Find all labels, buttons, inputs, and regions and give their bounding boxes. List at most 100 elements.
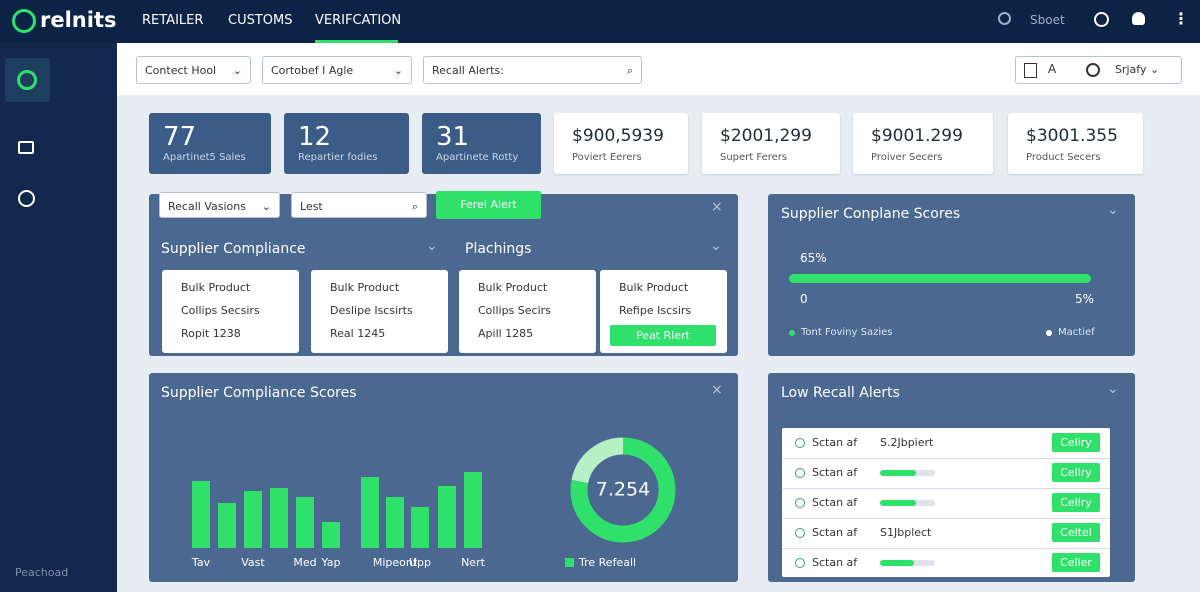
chevron[interactable]: ⌄ [1107, 381, 1119, 397]
progress-fill [880, 470, 916, 476]
legend-text: Tre Refeall [578, 556, 636, 569]
status-icon [795, 528, 805, 538]
bar [270, 488, 288, 548]
close-icon[interactable]: × [711, 382, 723, 398]
chevron[interactable]: ⌄ [426, 238, 438, 254]
progress-bar [789, 274, 1091, 283]
kpi-value: 31 [436, 122, 470, 152]
row-action[interactable]: Cellry [1052, 493, 1100, 512]
row-label: Sctan af [812, 496, 858, 509]
chart-panel: Tav Vast Med Yap Mipeont Upp Nert 7.254 Tre Refe… [149, 373, 738, 582]
search-text: Recall Alerts: [432, 64, 504, 77]
view-button[interactable]: A [1048, 62, 1057, 76]
row-action[interactable]: Celtel [1052, 523, 1100, 542]
sidebar [0, 43, 117, 592]
legend-swatch [565, 558, 574, 567]
bar [361, 477, 379, 548]
product-card [311, 270, 448, 353]
kpi-label: Repartier fodies [298, 152, 378, 163]
kpi-card [149, 113, 271, 174]
sidebar-icon[interactable] [18, 190, 35, 207]
row-action[interactable]: Celler [1052, 553, 1100, 572]
sidebar-icon[interactable] [18, 141, 34, 154]
row-divider [782, 458, 1110, 459]
search-input[interactable]: Recall Alerts: ⌕ [423, 56, 642, 84]
section-title: Supplier Compliance [161, 241, 306, 257]
nav-tab[interactable]: VERIFCATION [315, 13, 402, 28]
kpi-card [422, 113, 541, 174]
row-action[interactable]: Celiry [1052, 433, 1100, 452]
sidebar-logo [17, 70, 37, 90]
logo-icon [12, 9, 36, 33]
layout-icon[interactable] [1024, 63, 1037, 78]
x-tick-label: Mipeont [373, 556, 418, 569]
card-line: Bulk Product [330, 281, 400, 294]
kpi-label: Product Secers [1026, 152, 1101, 163]
status-icon [795, 558, 805, 568]
card-button[interactable]: Peat Rlert [610, 325, 716, 346]
search-text: Lest [300, 200, 323, 213]
product-card [162, 270, 299, 353]
menu-icon[interactable]: ⋮ [1173, 9, 1189, 28]
bar [464, 472, 482, 548]
card-line: Bulk Product [619, 281, 689, 294]
filter-dropdown[interactable]: Contect Hool ⌄ [136, 56, 251, 84]
kpi-label: Apartinet5 Sales [163, 152, 246, 163]
bar [386, 497, 404, 548]
legend-text: Mactief [1058, 327, 1095, 338]
legend-text: Tont Foviny Sazies [801, 327, 893, 338]
sidebar-footer[interactable]: Peachoad [15, 566, 69, 579]
x-tick-label: Med [293, 556, 316, 569]
card-line: Bulk Product [478, 281, 548, 294]
bar [192, 481, 210, 548]
nav-search[interactable]: Sboet [1030, 13, 1065, 27]
chevron[interactable]: ⌄ [710, 238, 722, 254]
status-icon [795, 498, 805, 508]
bar [322, 522, 340, 548]
user-icon[interactable] [1132, 12, 1145, 25]
card-line: Apill 1285 [478, 327, 534, 340]
nav-tab[interactable]: CUSTOMS [228, 13, 293, 28]
kpi-value: 12 [298, 122, 332, 152]
search-input[interactable]: Lest ⌕ [291, 192, 427, 218]
row-detail: S1Jbplect [880, 526, 932, 539]
kpi-value: $9001.299 [871, 126, 963, 146]
x-tick-label: Vast [241, 556, 265, 569]
filter-dropdown[interactable]: Cortobef I Agle ⌄ [262, 56, 412, 84]
bar [438, 486, 456, 548]
filter-text: Recall Vasions [168, 200, 246, 213]
sort-dropdown[interactable]: Srjafy ⌄ [1115, 63, 1160, 76]
x-tick-label: Yap [321, 556, 341, 569]
card-line: Collips Secirs [478, 304, 551, 317]
kpi-label: Proiver Secers [871, 152, 943, 163]
refresh-icon[interactable] [1086, 63, 1100, 77]
nav-tab[interactable]: RETAILER [142, 13, 204, 28]
help-icon[interactable] [1094, 12, 1109, 27]
search-icon[interactable] [998, 12, 1011, 25]
donut-segment [570, 437, 676, 543]
row-action[interactable]: Cellry [1052, 463, 1100, 482]
row-label: Sctan af [812, 526, 858, 539]
row-divider [782, 488, 1110, 489]
donut-center-label: 7.254 [596, 479, 650, 501]
chevron[interactable]: ⌄ [1107, 202, 1119, 218]
card-line: Real 1245 [330, 327, 386, 340]
row-label: Sctan af [812, 436, 858, 449]
kpi-card [853, 113, 993, 174]
alert-button[interactable]: Ferel Alert [436, 191, 541, 219]
bar [296, 497, 314, 548]
close-icon[interactable]: × [711, 199, 723, 215]
filter-text: Contect Hool [145, 64, 217, 77]
kpi-value: $2001,299 [720, 126, 812, 146]
max-label: 5% [1075, 292, 1095, 306]
section-title: Plachings [465, 241, 532, 257]
kpi-value: $900,5939 [572, 126, 664, 146]
sort-text: Srjafy [1115, 63, 1147, 76]
progress-fill [880, 500, 916, 506]
filter-dropdown[interactable]: Recall Vasions ⌄ [159, 192, 280, 218]
card-line: Refipe Iscsirs [619, 304, 692, 317]
x-tick-label: Nert [461, 556, 486, 569]
logo[interactable]: relnits [40, 8, 117, 32]
bar [411, 507, 429, 548]
